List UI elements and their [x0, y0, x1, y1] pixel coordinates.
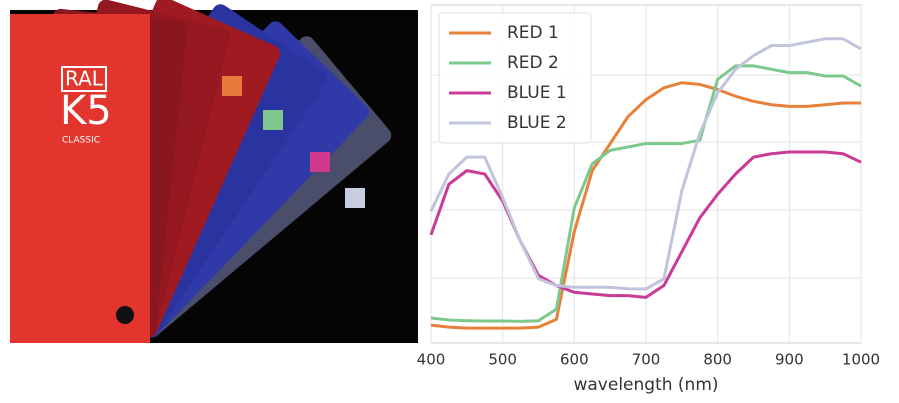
swatch-fan	[10, 0, 392, 343]
patch-marker	[310, 152, 330, 172]
series-line	[429, 37, 862, 291]
legend-label: RED 1	[507, 23, 559, 43]
legend-label: RED 2	[507, 53, 559, 73]
photo: RAL K5 CLASSIC	[10, 0, 418, 343]
x-axis-label: wavelength (nm)	[573, 375, 718, 395]
x-tick-label: 700	[632, 351, 661, 369]
series-line	[430, 81, 861, 330]
legend-label: BLUE 1	[507, 83, 567, 103]
x-tick-label: 400	[417, 351, 446, 369]
patch-marker	[222, 76, 242, 96]
legend-label: BLUE 2	[507, 113, 567, 133]
brand: RAL	[65, 67, 104, 91]
front-card	[10, 14, 150, 343]
patch-marker	[345, 188, 365, 208]
brand-box	[61, 66, 107, 92]
line-name: CLASSIC	[62, 136, 100, 146]
series-line	[430, 64, 862, 323]
model: K5	[60, 88, 112, 134]
legend-box	[438, 12, 592, 144]
x-tick-label: 500	[488, 351, 517, 369]
x-tick-label: 600	[560, 351, 589, 369]
x-tick-label: 1000	[842, 351, 880, 369]
x-tick-label: 900	[775, 351, 804, 369]
patch-marker	[263, 110, 283, 130]
logo	[116, 306, 134, 324]
x-tick-label: 800	[703, 351, 732, 369]
